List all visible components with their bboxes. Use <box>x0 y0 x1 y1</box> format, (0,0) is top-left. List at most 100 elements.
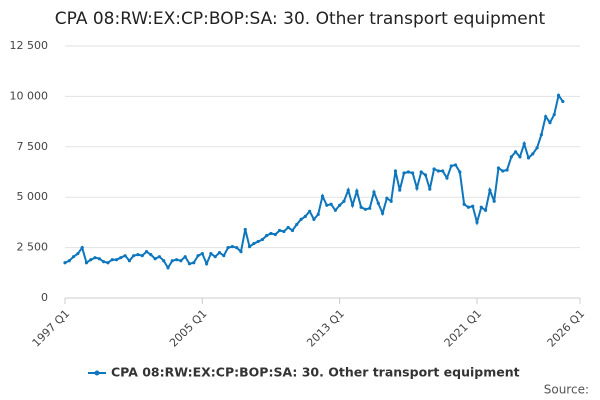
data-point <box>535 146 539 150</box>
data-point <box>256 239 260 244</box>
data-point <box>449 164 453 168</box>
data-point <box>428 187 432 191</box>
data-point <box>110 258 114 262</box>
data-point <box>548 121 552 125</box>
data-point <box>453 163 458 167</box>
data-point <box>350 203 355 207</box>
data-point <box>132 254 136 258</box>
data-point <box>556 93 561 97</box>
data-point <box>338 203 342 207</box>
data-point <box>84 261 89 265</box>
data-point <box>492 199 496 203</box>
data-point <box>389 199 393 203</box>
data-point <box>514 150 518 154</box>
data-point <box>277 228 282 233</box>
data-point <box>441 169 445 173</box>
data-point <box>235 246 239 250</box>
data-point <box>518 155 522 159</box>
data-point <box>432 167 436 171</box>
data-point <box>402 171 406 175</box>
chart-title: CPA 08:RW:EX:CP:BOP:SA: 30. Other transp… <box>55 9 546 29</box>
data-point <box>67 259 71 263</box>
data-point <box>342 199 346 203</box>
data-point <box>561 99 565 104</box>
data-point <box>252 241 256 246</box>
data-point <box>114 258 119 262</box>
data-point <box>170 259 174 263</box>
data-point <box>325 203 329 207</box>
data-point <box>144 250 149 254</box>
data-point <box>539 133 543 137</box>
data-point <box>222 254 226 258</box>
x-tick-label: 2026 Q1 <box>545 307 588 350</box>
data-point <box>136 253 140 257</box>
data-point <box>269 231 273 236</box>
data-point <box>552 112 556 117</box>
data-point <box>299 217 303 221</box>
data-point <box>80 246 84 250</box>
y-tick-label: 0 <box>41 291 48 304</box>
data-point <box>312 217 316 221</box>
y-tick-label: 10 000 <box>10 89 49 102</box>
data-point <box>196 254 200 258</box>
y-tick-label: 7 500 <box>17 140 49 153</box>
data-point <box>544 114 548 119</box>
data-point <box>183 255 187 259</box>
x-tick-label: 1997 Q1 <box>30 307 73 350</box>
data-point <box>419 170 423 174</box>
data-point <box>415 186 419 190</box>
data-point <box>166 266 170 270</box>
data-point <box>93 256 97 260</box>
y-tick-label: 5 000 <box>17 190 49 203</box>
x-tick-label: 2005 Q1 <box>167 307 210 350</box>
data-point <box>192 261 196 265</box>
data-point <box>295 222 299 227</box>
data-point <box>316 212 320 216</box>
data-point <box>501 169 505 173</box>
data-point <box>329 202 333 206</box>
data-point <box>526 156 531 160</box>
data-point <box>462 202 466 206</box>
legend-marker <box>94 370 100 376</box>
data-point <box>247 244 252 249</box>
data-point <box>260 237 265 242</box>
data-point <box>265 233 269 238</box>
source: Source: <box>544 383 589 397</box>
data-point <box>411 171 415 175</box>
data-point <box>471 204 475 208</box>
data-point <box>398 188 402 192</box>
data-point <box>496 166 501 170</box>
data-point <box>187 262 192 266</box>
data-point <box>119 256 123 260</box>
data-point <box>368 206 372 210</box>
data-point <box>140 254 144 258</box>
data-point <box>243 227 247 232</box>
data-point <box>436 169 440 173</box>
data-point <box>380 211 385 215</box>
data-point <box>63 261 67 265</box>
data-point <box>226 246 230 250</box>
data-point <box>149 253 153 257</box>
data-point <box>230 244 234 249</box>
data-line <box>64 92 564 270</box>
legend-label: CPA 08:RW:EX:CP:BOP:SA: 30. Other transp… <box>111 365 520 380</box>
data-point <box>282 229 286 234</box>
data-point <box>479 205 483 209</box>
data-point <box>406 170 410 174</box>
data-point <box>466 205 471 209</box>
data-point <box>303 214 307 218</box>
data-point <box>205 262 209 266</box>
data-point <box>505 168 509 172</box>
data-point <box>372 190 376 194</box>
data-point <box>531 152 535 156</box>
x-tick-label: 2021 Q1 <box>442 307 485 350</box>
data-point <box>393 169 398 173</box>
data-point <box>273 232 277 237</box>
data-point <box>445 176 449 180</box>
data-point <box>217 251 222 255</box>
data-point <box>179 259 183 263</box>
data-point <box>320 194 325 198</box>
data-point <box>346 188 350 192</box>
data-point <box>76 252 80 256</box>
